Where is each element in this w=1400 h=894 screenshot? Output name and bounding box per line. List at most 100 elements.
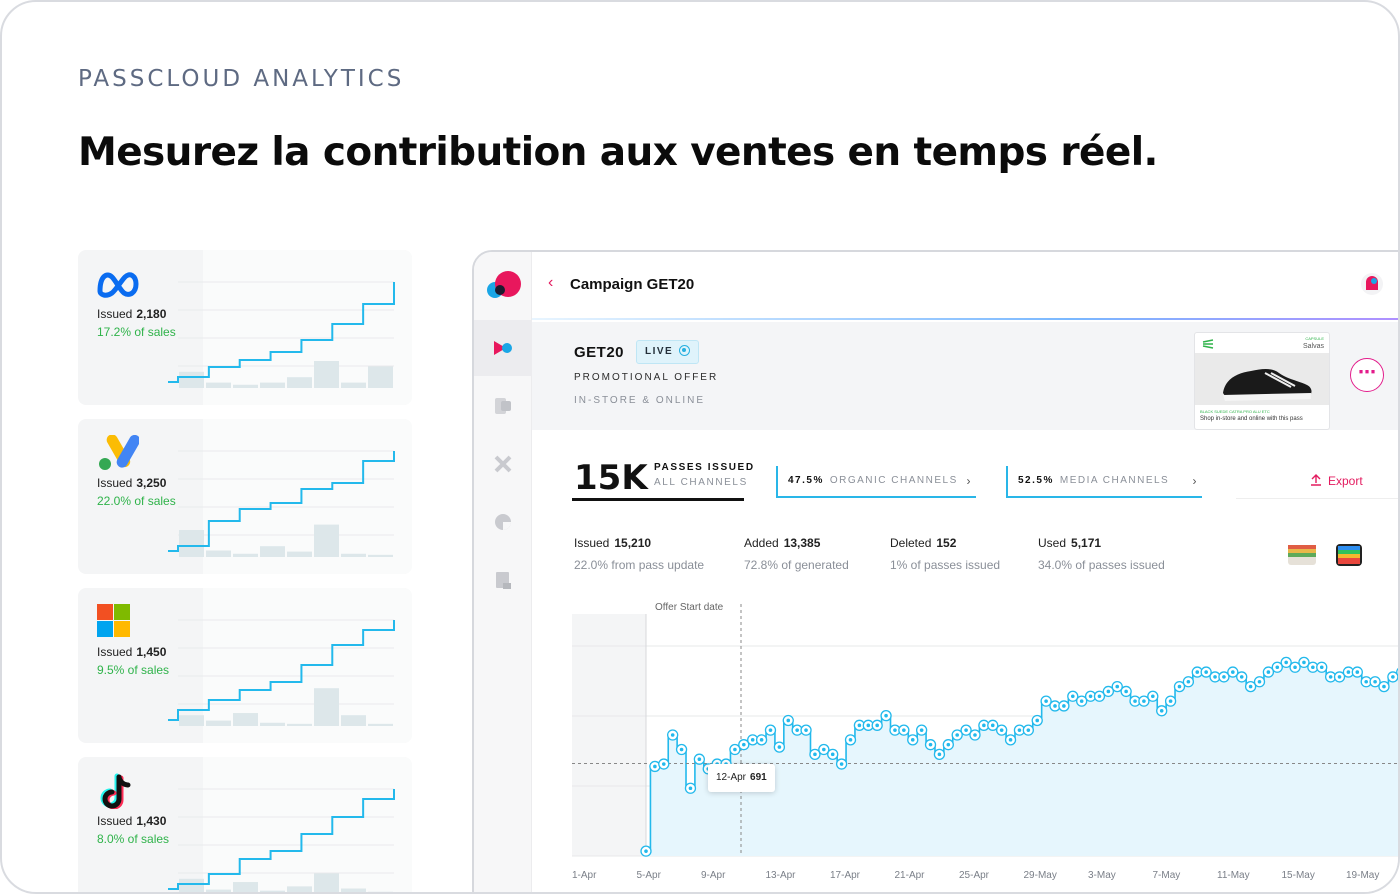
data-point: [675, 743, 688, 756]
mini-bar: [341, 888, 366, 892]
data-point: [1076, 695, 1088, 707]
x-tick-label: 13-Apr: [766, 870, 797, 881]
data-point: [951, 729, 963, 741]
nav-passes[interactable]: [474, 378, 532, 434]
data-point: [969, 729, 981, 741]
issued-label: Issued: [97, 476, 133, 490]
data-point: [933, 748, 946, 761]
issued-label: Issued: [97, 814, 133, 828]
mini-bar: [260, 382, 285, 388]
issued-value: 1,430: [136, 814, 167, 828]
data-point: [782, 714, 794, 727]
data-point: [1369, 676, 1381, 688]
data-point: [1378, 680, 1390, 693]
data-point: [1289, 661, 1301, 673]
mini-bar: [287, 551, 312, 557]
offer-code: GET20: [574, 344, 625, 361]
export-button[interactable]: Export: [1310, 474, 1363, 488]
mini-bar: [179, 715, 204, 726]
mini-line: [168, 282, 395, 383]
data-point: [915, 724, 928, 736]
stat-added-sub: 72.8% of generated: [744, 558, 849, 572]
data-point: [1173, 680, 1186, 693]
data-point: [1058, 700, 1070, 712]
nav-analytics[interactable]: [474, 494, 532, 550]
offer-header: GET20 LIVE PROMOTIONAL OFFER IN-STORE & …: [532, 322, 1398, 430]
mini-line: [168, 789, 395, 890]
data-point: [871, 719, 883, 731]
data-point: [1227, 666, 1239, 678]
data-point: [1164, 695, 1177, 707]
mini-bar: [341, 715, 366, 726]
area-fill: [646, 662, 1398, 856]
mini-chart: [168, 281, 395, 388]
document-icon: [496, 572, 511, 589]
nav-campaigns[interactable]: [474, 320, 532, 376]
stat-used-sub: 34.0% of passes issued: [1038, 558, 1165, 572]
data-point: [640, 845, 652, 857]
nav-integrations[interactable]: [474, 436, 532, 492]
channel-card-tiktok: Issued 1,430 8.0% of sales: [78, 757, 412, 892]
x-tick-label: 11-May: [1217, 870, 1250, 881]
nav-documents[interactable]: [474, 552, 532, 608]
avatar[interactable]: [1360, 272, 1384, 296]
chevron-left-icon[interactable]: ‹: [548, 274, 554, 291]
mini-bar: [287, 377, 312, 388]
x-tick-label: 5-Apr: [637, 870, 662, 881]
mini-bar: [206, 889, 231, 892]
mini-bar: [287, 886, 312, 892]
issued-label: Issued: [97, 645, 133, 659]
data-point: [1120, 685, 1132, 698]
mini-chart: [168, 450, 395, 557]
organic-channels-tab[interactable]: 47.5% ORGANIC CHANNELS ›: [776, 466, 976, 498]
mini-bar: [260, 546, 285, 557]
data-point: [1147, 690, 1159, 702]
app-logo-icon: [487, 271, 521, 298]
mini-bar: [314, 873, 339, 892]
mini-bar: [206, 382, 231, 388]
data-point: [729, 743, 741, 756]
data-point: [1280, 656, 1292, 669]
mini-chart: [168, 788, 395, 892]
data-point: [1093, 690, 1106, 702]
pass-preview[interactable]: CAPSULE Salvas BLACK SUEDE CATRA PRO ALU…: [1194, 332, 1330, 430]
data-point: [693, 753, 705, 765]
mini-line: [168, 620, 395, 721]
data-point: [960, 724, 972, 736]
mini-bar: [233, 882, 258, 892]
mini-bar: [233, 384, 258, 388]
microsoft-icon: [97, 604, 130, 637]
data-point: [1111, 680, 1123, 693]
mini-bar: [233, 713, 258, 726]
x-tick-label: 1-Apr: [572, 870, 597, 881]
data-point: [1067, 690, 1079, 702]
apple-wallet-icon[interactable]: [1334, 542, 1366, 568]
mini-bar: [314, 524, 339, 557]
mini-line: [168, 451, 395, 552]
stat-issued-sub: 22.0% from pass update: [574, 558, 705, 572]
x-tick-label: 3-May: [1088, 870, 1116, 881]
data-point: [1182, 676, 1195, 688]
x-tick-label: 15-May: [1282, 870, 1315, 881]
data-point: [1387, 671, 1398, 683]
offer-start-annotation: Offer Start date: [655, 602, 724, 613]
mini-bar: [368, 366, 393, 388]
more-options-button[interactable]: ⋯: [1350, 358, 1384, 392]
sales-share: 17.2% of sales: [97, 325, 176, 339]
chevron-right-icon: ›: [966, 474, 972, 488]
data-point: [667, 729, 679, 741]
google-wallet-icon[interactable]: [1286, 542, 1318, 568]
x-tick-label: 21-Apr: [895, 870, 926, 881]
app-window: ‹ Campaign GET20 GET20 LIVE PROMOTIONAL …: [472, 250, 1398, 892]
stat-added: Added 13,385: [744, 536, 821, 550]
media-channels-tab[interactable]: 52.5% MEDIA CHANNELS ›: [1006, 466, 1202, 498]
data-point: [827, 748, 839, 761]
pie-icon: [495, 514, 511, 530]
issued-label: Issued: [97, 307, 133, 321]
data-point: [844, 734, 857, 746]
x-tick-label: 29-May: [1024, 870, 1057, 881]
data-point: [1022, 724, 1034, 736]
tiktok-icon: [100, 773, 131, 809]
live-icon: [679, 345, 691, 356]
mini-bar: [206, 550, 231, 557]
